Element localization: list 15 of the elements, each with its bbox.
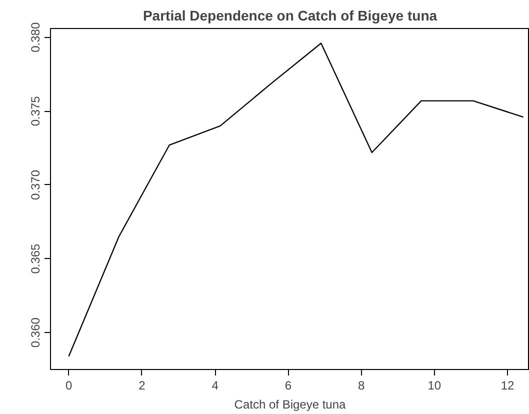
- chart-title: Partial Dependence on Catch of Bigeye tuna: [142, 8, 438, 24]
- x-tick-label: 4: [212, 378, 219, 392]
- line-series: [68, 42, 524, 357]
- x-axis-title: Catch of Bigeye tuna: [234, 398, 346, 412]
- y-tick-label: 0.375: [28, 96, 42, 126]
- x-tick-label: 6: [284, 378, 292, 392]
- x-tick-label: 0: [65, 378, 72, 392]
- y-tick-label: 0.380: [28, 22, 42, 52]
- x-tick-label: 12: [500, 378, 515, 392]
- y-tick-label: 0.360: [28, 317, 42, 348]
- y-tick-label: 0.365: [28, 243, 42, 274]
- x-tick-label: 10: [428, 378, 442, 392]
- y-tick-label: 0.370: [28, 170, 42, 200]
- x-tick-label: 2: [138, 378, 146, 392]
- x-tick-label: 8: [358, 378, 365, 392]
